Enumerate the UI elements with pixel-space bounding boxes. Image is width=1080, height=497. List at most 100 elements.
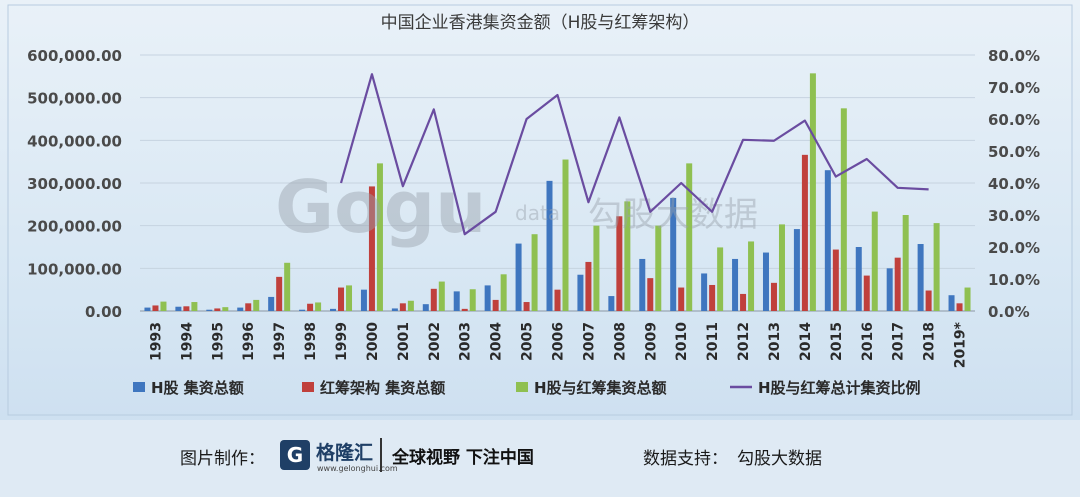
footer: 图片制作： G 格隆汇 www.gelonghui.com 全球视野 下注中国 … <box>0 420 1080 497</box>
x-tick-label: 1994 <box>179 322 195 361</box>
y-right-tick-label: 80.0% <box>988 47 1040 65</box>
bar <box>430 288 437 311</box>
x-tick-label: 2004 <box>489 322 505 361</box>
divider <box>380 438 382 472</box>
y-right-tick-label: 60.0% <box>988 111 1040 129</box>
x-tick-label: 2019* <box>953 321 969 368</box>
legend-swatch <box>302 382 314 392</box>
bar <box>732 258 739 311</box>
x-tick-label: 1998 <box>303 322 319 361</box>
bar <box>655 225 662 311</box>
bar <box>299 309 306 311</box>
bar <box>515 243 522 311</box>
grid-lines <box>140 54 975 312</box>
bar <box>315 302 322 311</box>
x-tick-label: 2012 <box>736 322 752 361</box>
support-label: 数据支持： <box>643 449 728 469</box>
bar <box>917 244 924 311</box>
bar <box>933 223 940 311</box>
bar <box>399 303 406 311</box>
ratio-line <box>339 73 929 236</box>
x-tick-label: 2013 <box>767 322 783 361</box>
y-right-tick-label: 50.0% <box>988 143 1040 161</box>
x-tick-label: 2016 <box>860 322 876 361</box>
ratio-line-path <box>339 73 929 236</box>
bar <box>894 257 901 311</box>
bar <box>778 224 785 311</box>
logo-url: www.gelonghui.com <box>317 464 398 473</box>
bar <box>531 234 538 311</box>
y-left-tick-label: 300,000.00 <box>27 175 122 193</box>
bar <box>863 275 870 311</box>
bar <box>338 287 345 311</box>
bar <box>407 300 414 311</box>
x-tick-label: 2001 <box>396 322 412 361</box>
bar <box>639 258 646 311</box>
x-tick-label: 2000 <box>365 322 381 361</box>
bar <box>886 268 893 311</box>
bar <box>925 290 932 311</box>
bar <box>701 273 708 311</box>
y-axis-left: 0.00 100,000.00 200,000.00 300,000.00 400,00… <box>27 47 122 321</box>
bar <box>469 289 476 311</box>
bar <box>152 305 159 311</box>
bar <box>554 289 561 311</box>
bar <box>160 301 167 311</box>
bar <box>484 285 491 311</box>
bar <box>608 296 615 311</box>
y-left-tick-label: 100,000.00 <box>27 260 122 278</box>
x-tick-label: 1996 <box>241 322 257 361</box>
bar <box>284 262 291 311</box>
bar <box>616 216 623 311</box>
bar <box>307 303 314 311</box>
y-left-tick-label: 400,000.00 <box>27 132 122 150</box>
x-tick-label: 1997 <box>272 322 288 361</box>
bar <box>709 284 716 311</box>
bar <box>793 229 800 311</box>
bar <box>368 186 375 311</box>
x-tick-label: 2006 <box>551 322 567 361</box>
bar <box>871 211 878 311</box>
y-right-tick-label: 10.0% <box>988 271 1040 289</box>
bar <box>624 201 631 311</box>
legend: H股 集资总额 红筹架构 集资总额 H股与红筹集资总额 H股与红筹总计集资比例 <box>133 379 921 397</box>
bar <box>500 274 507 311</box>
y-left-tick-label: 0.00 <box>85 303 122 321</box>
x-tick-label: 1999 <box>334 322 350 361</box>
x-tick-label: 2018 <box>922 322 938 361</box>
plot-area-frame <box>7 4 1073 416</box>
y-right-tick-label: 70.0% <box>988 79 1040 97</box>
x-tick-label: 2015 <box>829 322 845 361</box>
bar <box>678 287 685 311</box>
bar <box>562 159 569 311</box>
legend-swatch <box>516 382 528 392</box>
bar <box>438 281 445 311</box>
x-tick-label: 2005 <box>520 322 536 361</box>
gelonghui-logo-icon: G <box>280 440 310 470</box>
bar <box>183 306 190 311</box>
bar <box>840 108 847 311</box>
bar <box>523 302 530 311</box>
chart: 中国企业香港集资金额（H股与红筹架构） 0.00 100,000.00 200,00… <box>7 4 1073 416</box>
bar <box>824 170 831 311</box>
chart-title: 中国企业香港集资金额（H股与红筹架构） <box>381 13 700 33</box>
bar <box>801 154 808 311</box>
watermark: Gogu data 勾股大数据 <box>275 165 758 249</box>
legend-label: H股 集资总额 <box>151 379 244 397</box>
bar <box>191 302 198 311</box>
x-tick-label: 1995 <box>210 322 226 361</box>
bars <box>144 73 971 311</box>
slogan: 全球视野 下注中国 <box>392 448 534 468</box>
legend-label: 红筹架构 集资总额 <box>320 379 445 397</box>
bar <box>686 163 693 311</box>
x-tick-label: 2007 <box>581 322 597 361</box>
bar <box>956 303 963 311</box>
y-right-tick-label: 40.0% <box>988 175 1040 193</box>
bar <box>585 261 592 311</box>
x-tick-label: 2009 <box>643 322 659 361</box>
bar <box>577 274 584 311</box>
bar <box>222 307 229 311</box>
y-right-tick-label: 30.0% <box>988 207 1040 225</box>
y-axis-right: 0.0% 10.0% 20.0% 30.0% 40.0% 50.0% 60.0% 70.0% 8… <box>988 47 1040 321</box>
x-tick-label: 2014 <box>798 322 814 361</box>
